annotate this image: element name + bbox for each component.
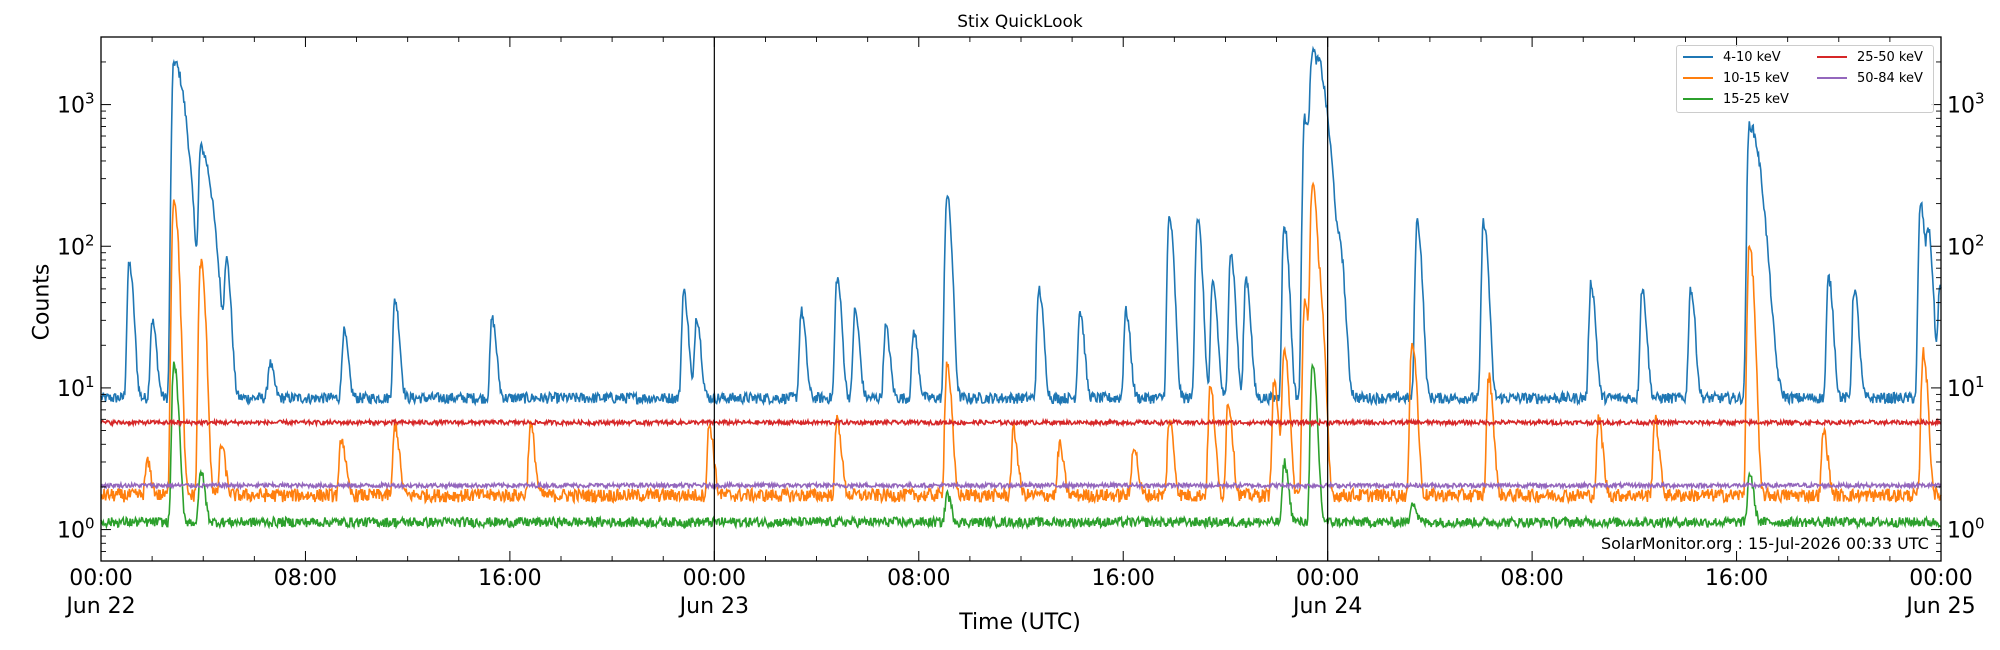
legend-label: 15-25 keV: [1723, 91, 1789, 107]
legend-label: 25-50 keV: [1857, 49, 1923, 65]
legend: 4-10 keV 10-15 keV 15-25 keV 25-50 keV 5…: [1676, 45, 1934, 113]
series-line-4-10-kev: [100, 45, 1942, 407]
axis-ticks: 100 100 101 101 102 102 103 103 00:00 Jun 22 08:00…: [57, 36, 1985, 619]
series-line-25-50-kev: [100, 417, 1942, 428]
x-tick-label-time: 08:00: [887, 566, 950, 591]
legend-swatch: [1817, 77, 1847, 79]
y-tick-label-right: 103: [1947, 90, 1985, 119]
y-tick-label-right: 101: [1947, 373, 1985, 402]
y-tick-label-left: 103: [57, 90, 95, 119]
series-line-10-15-kev: [100, 181, 1942, 505]
series-line-50-84-kev: [100, 480, 1942, 491]
x-tick-label-date: Jun 22: [64, 594, 135, 619]
legend-entry-10-15-kev: 10-15 keV: [1683, 69, 1789, 87]
x-tick-label-date: Jun 24: [1291, 594, 1362, 619]
x-tick-label-time: 16:00: [1092, 566, 1155, 591]
y-tick-label-right: 100: [1947, 515, 1985, 544]
x-tick-label-time: 08:00: [274, 566, 337, 591]
legend-label: 4-10 keV: [1723, 49, 1781, 65]
x-tick-label-time: 00:00: [1909, 566, 1972, 591]
legend-swatch: [1817, 56, 1847, 58]
legend-entry-50-84-kev: 50-84 keV: [1817, 69, 1923, 87]
legend-label: 50-84 keV: [1857, 70, 1923, 86]
legend-swatch: [1683, 56, 1713, 58]
chart-title: Stix QuickLook: [957, 12, 1083, 32]
x-tick-label-time: 16:00: [478, 566, 541, 591]
x-tick-label-time: 00:00: [683, 566, 746, 591]
x-tick-label-time: 00:00: [69, 566, 132, 591]
x-tick-label-time: 16:00: [1705, 566, 1768, 591]
legend-label: 10-15 keV: [1723, 70, 1789, 86]
y-tick-label-left: 101: [57, 373, 95, 402]
y-tick-label-right: 102: [1947, 231, 1985, 260]
series-layer: [100, 45, 1942, 531]
x-tick-label-time: 08:00: [1500, 566, 1563, 591]
x-axis-label: Time (UTC): [959, 610, 1081, 635]
day-boundary-lines: [713, 37, 1329, 561]
y-tick-label-left: 102: [57, 231, 95, 260]
y-tick-label-left: 100: [57, 515, 95, 544]
legend-entry-25-50-kev: 25-50 keV: [1817, 48, 1923, 66]
x-tick-label-date: Jun 25: [1904, 594, 1975, 619]
credit-text: SolarMonitor.org : 15-Jul-2026 00:33 UTC: [1601, 534, 1929, 553]
series-line-15-25-kev: [100, 361, 1942, 531]
y-axis-label: Counts: [29, 263, 55, 341]
legend-entry-4-10-kev: 4-10 keV: [1683, 48, 1781, 66]
legend-swatch: [1683, 98, 1713, 100]
x-tick-label-date: Jun 23: [678, 594, 749, 619]
legend-entry-15-25-kev: 15-25 keV: [1683, 90, 1789, 108]
x-tick-label-time: 00:00: [1296, 566, 1359, 591]
legend-swatch: [1683, 77, 1713, 79]
